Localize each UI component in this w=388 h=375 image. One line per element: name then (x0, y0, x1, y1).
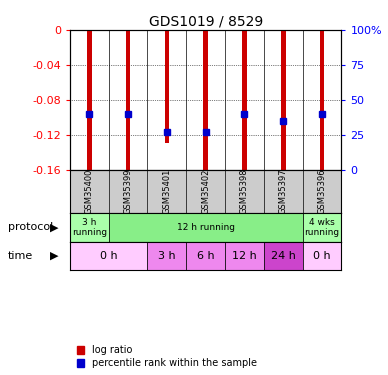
Legend: log ratio, percentile rank within the sample: log ratio, percentile rank within the sa… (75, 344, 259, 370)
Text: GSM35402: GSM35402 (201, 169, 210, 214)
Text: GSM35399: GSM35399 (123, 169, 133, 214)
Bar (87, 30, 92, 170)
Bar (281, 30, 286, 170)
Text: 12 h running: 12 h running (177, 223, 235, 232)
Title: GDS1019 / 8529: GDS1019 / 8529 (149, 15, 263, 29)
Text: GSM35396: GSM35396 (317, 169, 327, 214)
Text: GSM35400: GSM35400 (85, 169, 94, 214)
Bar (303, 242, 341, 270)
Text: 4 wks
running: 4 wks running (305, 218, 340, 237)
Text: 0 h: 0 h (100, 251, 118, 261)
Bar (225, 242, 264, 270)
Bar (242, 30, 247, 170)
Bar (303, 213, 341, 242)
Bar (186, 242, 225, 270)
Text: 24 h: 24 h (271, 251, 296, 261)
Bar (203, 30, 208, 170)
Bar (165, 30, 169, 144)
Bar (126, 30, 130, 170)
Text: protocol: protocol (8, 222, 53, 232)
Text: 12 h: 12 h (232, 251, 257, 261)
Text: 3 h: 3 h (158, 251, 176, 261)
Text: GSM35401: GSM35401 (162, 169, 171, 214)
Text: 3 h
running: 3 h running (72, 218, 107, 237)
Text: ▶: ▶ (50, 251, 59, 261)
Text: GSM35397: GSM35397 (279, 169, 288, 214)
Bar (70, 213, 109, 242)
Bar (320, 30, 324, 170)
Text: time: time (8, 251, 33, 261)
Text: GSM35398: GSM35398 (240, 169, 249, 214)
Bar (147, 242, 186, 270)
Bar (264, 242, 303, 270)
Bar (109, 213, 303, 242)
Bar (70, 242, 147, 270)
Text: 0 h: 0 h (313, 251, 331, 261)
Text: ▶: ▶ (50, 222, 59, 232)
Text: 6 h: 6 h (197, 251, 215, 261)
